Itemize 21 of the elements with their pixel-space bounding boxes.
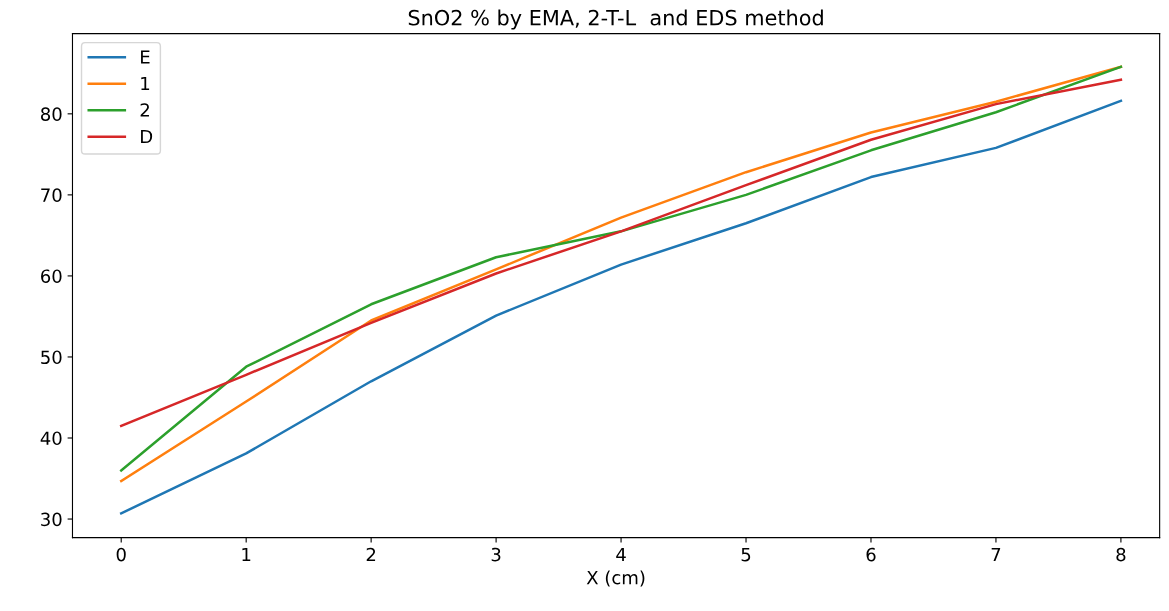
x-tick-label: 0 [116, 547, 126, 562]
y-tick-label: 30 [41, 512, 62, 527]
x-tick-label: 3 [491, 547, 501, 562]
y-tick-label: 70 [41, 188, 62, 202]
y-tick-label: 80 [41, 107, 62, 121]
y-tick-label: 50 [41, 350, 62, 365]
legend-label: D [141, 129, 153, 144]
x-tick-label: 8 [1116, 547, 1126, 562]
y-tick-label: 40 [40, 431, 62, 446]
x-tick-label: 7 [991, 547, 1001, 562]
x-tick-label: 1 [242, 547, 251, 562]
legend-label: E [141, 50, 150, 64]
y-tick-label: 60 [41, 269, 62, 284]
x-tick-label: 6 [866, 547, 876, 562]
legend-label: 1 [141, 76, 150, 91]
legend-label: 2 [140, 103, 149, 117]
chart-title: SnO2 % by EMA, 2-T-L and EDS method [408, 9, 823, 30]
x-tick-label: 5 [741, 547, 751, 562]
x-tick-label: 2 [366, 547, 376, 562]
x-tick-label: 4 [616, 547, 626, 562]
x-axis-title: X (cm) [586, 570, 645, 587]
